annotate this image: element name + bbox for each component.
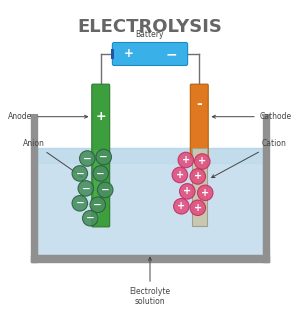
Text: −: − <box>83 154 92 164</box>
Text: Cathode: Cathode <box>212 112 292 121</box>
Bar <box>94 149 98 220</box>
Text: −: − <box>99 152 108 162</box>
Circle shape <box>96 149 112 165</box>
Circle shape <box>194 154 210 169</box>
Text: +: + <box>176 170 184 180</box>
Circle shape <box>98 182 113 198</box>
Text: Anode: Anode <box>8 112 88 121</box>
Text: +: + <box>177 201 185 211</box>
Circle shape <box>197 185 213 201</box>
Circle shape <box>82 211 98 226</box>
Bar <box>31 255 269 261</box>
Text: +: + <box>194 203 202 213</box>
Text: ELECTROLYSIS: ELECTROLYSIS <box>78 18 222 36</box>
Text: −: − <box>86 213 95 223</box>
Text: +: + <box>183 186 191 196</box>
Bar <box>31 115 37 261</box>
Text: Electrolyte
solution: Electrolyte solution <box>129 257 171 306</box>
FancyBboxPatch shape <box>112 43 188 66</box>
Bar <box>111 49 115 59</box>
Circle shape <box>72 166 88 181</box>
Text: −: − <box>76 168 84 179</box>
Text: −: − <box>81 183 90 193</box>
Text: −: − <box>76 198 84 208</box>
Text: Cation: Cation <box>212 139 287 178</box>
Circle shape <box>93 166 109 181</box>
Circle shape <box>80 151 95 166</box>
Bar <box>263 115 269 261</box>
Bar <box>37 148 263 255</box>
Circle shape <box>178 152 194 168</box>
Circle shape <box>172 167 188 183</box>
Text: +: + <box>182 155 190 165</box>
Text: Anion: Anion <box>23 139 82 177</box>
Text: −: − <box>101 185 110 195</box>
Circle shape <box>174 198 189 214</box>
FancyBboxPatch shape <box>92 84 110 227</box>
Text: −: − <box>96 168 105 179</box>
Text: −: − <box>93 200 102 210</box>
Bar <box>191 148 207 226</box>
Circle shape <box>72 196 88 211</box>
Text: +: + <box>95 110 106 123</box>
Circle shape <box>90 197 106 212</box>
Text: +: + <box>124 47 134 60</box>
Circle shape <box>180 184 195 199</box>
Bar <box>37 148 263 163</box>
Circle shape <box>190 200 206 216</box>
Text: +: + <box>198 156 206 166</box>
Text: +: + <box>194 172 202 181</box>
Circle shape <box>190 169 206 184</box>
Text: +: + <box>201 188 209 198</box>
Text: −: − <box>166 47 177 61</box>
Text: Battery: Battery <box>136 30 164 39</box>
FancyBboxPatch shape <box>190 84 208 158</box>
Circle shape <box>78 180 94 196</box>
Text: -: - <box>196 97 202 111</box>
